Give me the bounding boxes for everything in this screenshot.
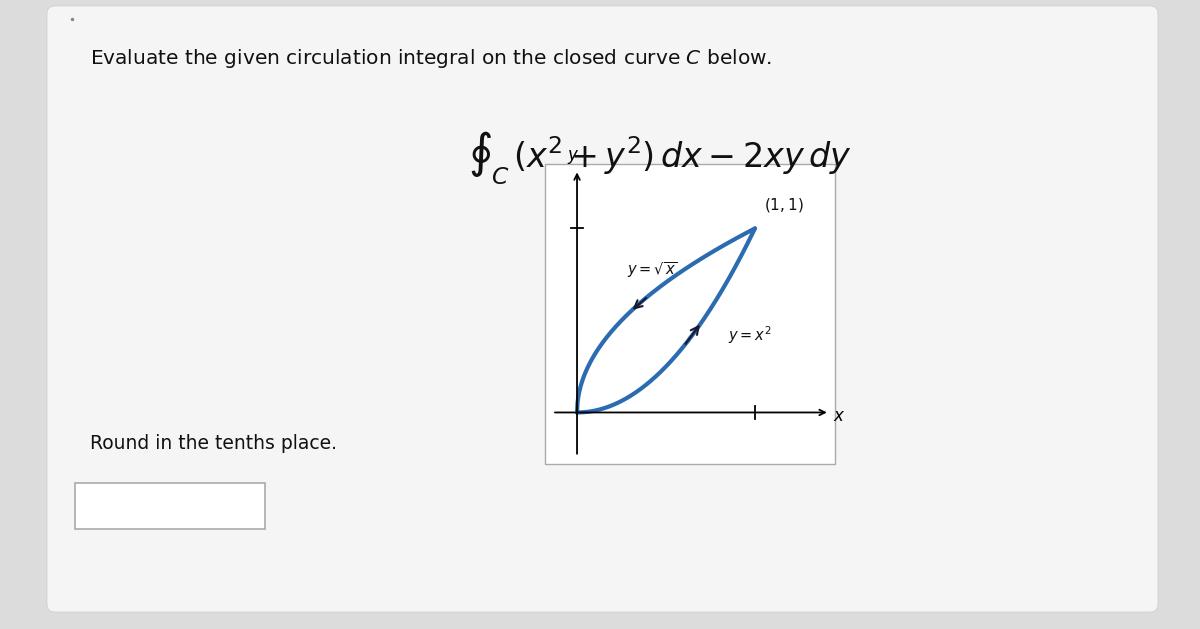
Text: $x$: $x$ <box>833 408 846 425</box>
FancyBboxPatch shape <box>47 6 1158 612</box>
Text: Round in the tenths place.: Round in the tenths place. <box>90 434 337 453</box>
Text: $\oint_C \,(x^2 + y^2)\,dx - 2xy\,dy$: $\oint_C \,(x^2 + y^2)\,dx - 2xy\,dy$ <box>468 129 852 187</box>
Bar <box>74 483 265 529</box>
Text: $y = x^2$: $y = x^2$ <box>728 324 772 346</box>
Bar <box>545 164 835 464</box>
Text: $y = \sqrt{x}$: $y = \sqrt{x}$ <box>626 260 678 280</box>
Text: Evaluate the given circulation integral on the closed curve $C$ below.: Evaluate the given circulation integral … <box>90 47 772 70</box>
Text: $y$: $y$ <box>568 148 580 166</box>
Text: $(1, 1)$: $(1, 1)$ <box>764 196 804 214</box>
